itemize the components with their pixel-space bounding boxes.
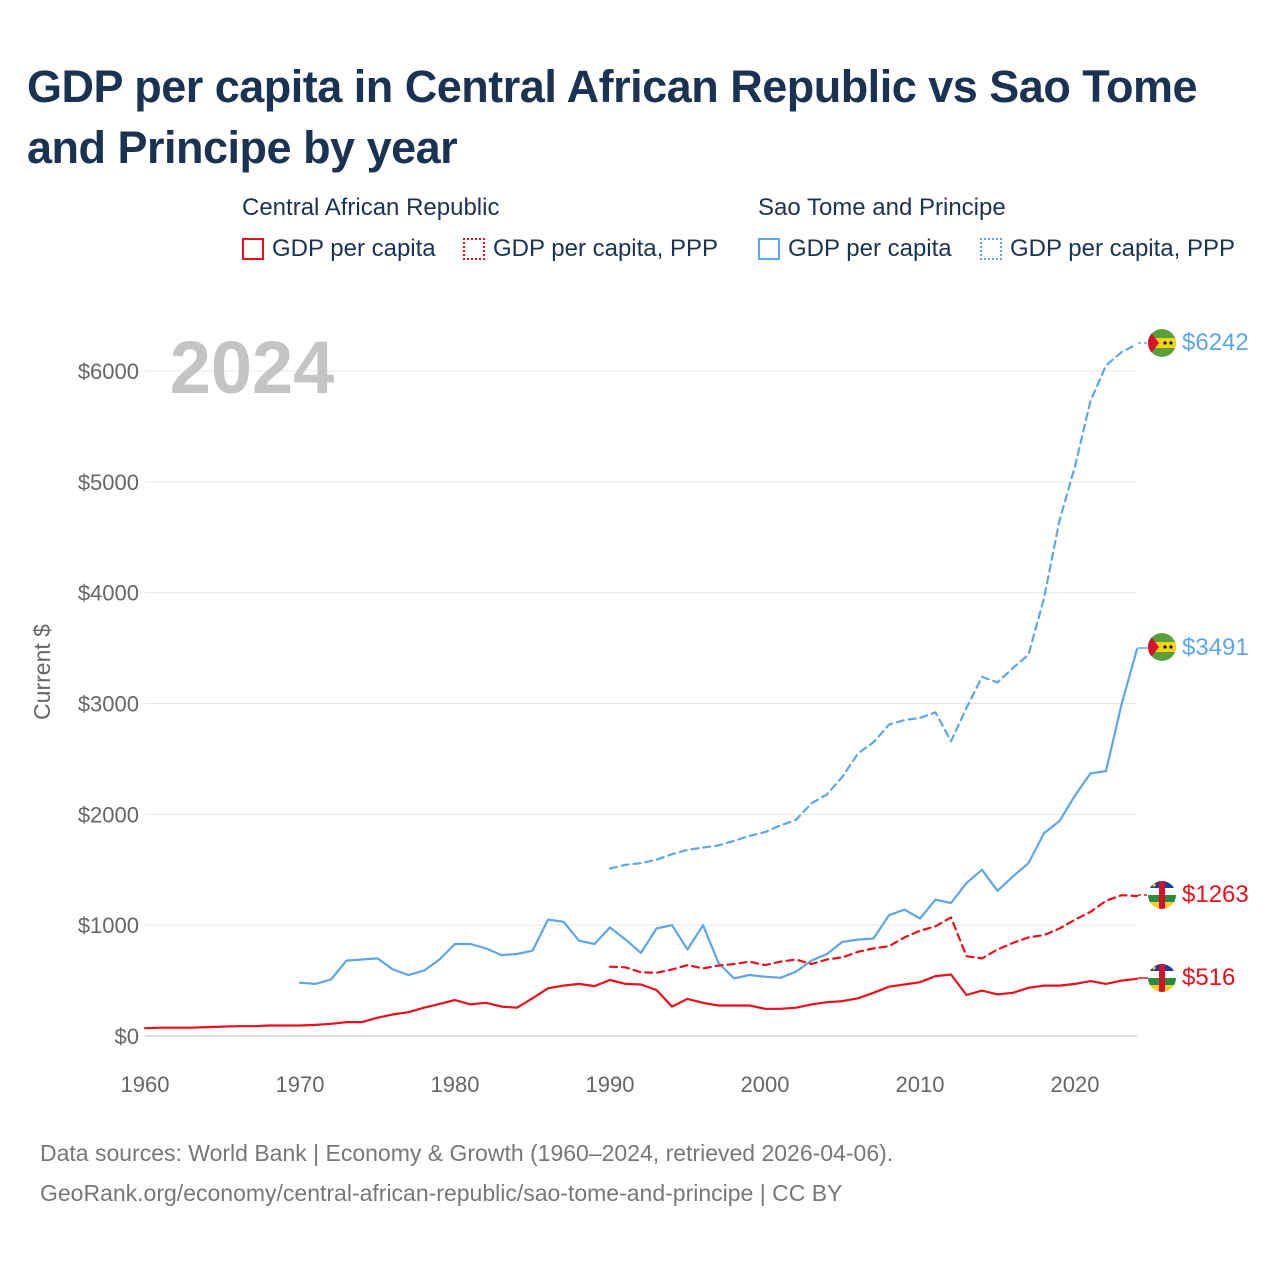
legend-swatch-solid-red — [242, 238, 264, 260]
x-tick-label: 1990 — [586, 1072, 635, 1097]
y-tick-label: $0 — [115, 1024, 139, 1049]
end-label-stp-gdp: $3491 — [1182, 634, 1249, 661]
x-tick-label: 2000 — [741, 1072, 790, 1097]
y-tick-label: $6000 — [78, 359, 139, 384]
stp-flag-icon — [1148, 633, 1176, 661]
legend-stp-gdp[interactable]: GDP per capita — [758, 235, 952, 263]
legend-title-car: Central African Republic — [242, 194, 500, 221]
x-axis-ticks: 1960 1970 1980 1990 2000 2010 2020 — [121, 1072, 1100, 1097]
legend-stp-ppp-label: GDP per capita, PPP — [1010, 235, 1235, 262]
legend-car-ppp-label: GDP per capita, PPP — [493, 235, 718, 262]
grid-lines — [145, 370, 1137, 1037]
legend-car-gdp-label: GDP per capita — [272, 235, 436, 262]
y-axis-ticks: $0 $1000 $2000 $3000 $4000 $5000 $6000 — [78, 359, 139, 1049]
y-axis-label: Current $ — [29, 624, 55, 720]
year-watermark: 2024 — [170, 326, 335, 409]
legend-swatch-solid-blue — [758, 238, 780, 260]
legend-car-ppp[interactable]: GDP per capita, PPP — [463, 235, 718, 263]
x-tick-label: 1970 — [276, 1072, 325, 1097]
x-tick-label: 1980 — [431, 1072, 480, 1097]
legend-stp-gdp-label: GDP per capita — [788, 235, 952, 262]
y-tick-label: $3000 — [78, 692, 139, 717]
y-tick-label: $5000 — [78, 470, 139, 495]
y-tick-label: $4000 — [78, 581, 139, 606]
legend-swatch-dotted-red — [463, 238, 485, 260]
x-tick-label: 2020 — [1051, 1072, 1100, 1097]
source-line-2: GeoRank.org/economy/central-african-repu… — [40, 1180, 843, 1206]
stp-flag-icon — [1148, 329, 1176, 357]
series-lines — [143, 343, 1139, 1030]
series-line-2 — [608, 894, 1139, 974]
legend-car-gdp[interactable]: GDP per capita — [242, 235, 436, 263]
legend-swatch-dotted-blue — [980, 238, 1002, 260]
legend-title-stp: Sao Tome and Principe — [758, 194, 1006, 221]
legend-stp-ppp[interactable]: GDP per capita, PPP — [980, 235, 1235, 263]
series-line-1 — [298, 647, 1139, 986]
x-tick-label: 1960 — [121, 1072, 170, 1097]
y-tick-label: $2000 — [78, 802, 139, 827]
end-label-car-gdp: $516 — [1182, 964, 1235, 991]
car-flag-icon — [1148, 964, 1176, 992]
chart-title: GDP per capita in Central African Republ… — [27, 61, 1197, 173]
source-line-1: Data sources: World Bank | Economy & Gro… — [40, 1140, 894, 1166]
x-tick-label: 2010 — [896, 1072, 945, 1097]
end-label-stp-ppp: $6242 — [1182, 329, 1249, 356]
y-tick-label: $1000 — [78, 913, 139, 938]
series-line-0 — [608, 343, 1139, 870]
end-label-car-ppp: $1263 — [1182, 881, 1249, 908]
car-flag-icon — [1148, 881, 1176, 909]
series-line-3 — [143, 973, 1139, 1030]
